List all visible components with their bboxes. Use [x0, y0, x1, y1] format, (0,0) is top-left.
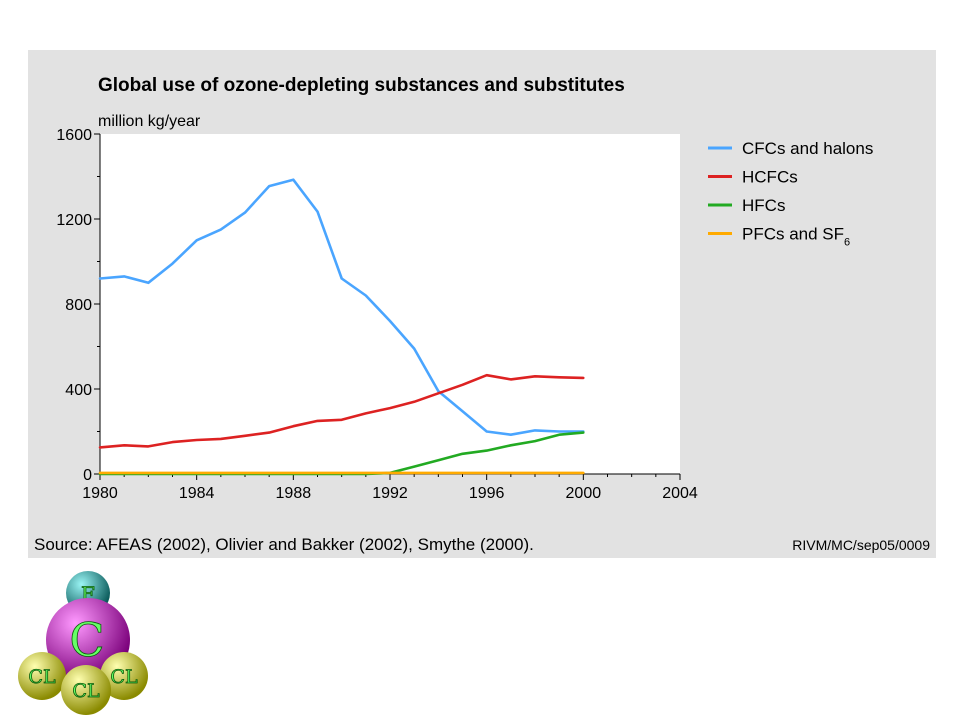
y-tick-label: 800	[65, 297, 92, 314]
chlorine-symbol-front: CL	[72, 680, 100, 702]
chart-panel: Global use of ozone-depleting substances…	[28, 50, 936, 558]
x-tick-label: 1996	[469, 485, 505, 502]
series-lines	[98, 178, 585, 476]
chlorine-atom-front	[61, 665, 111, 715]
chlorine-symbol-right: CL	[110, 666, 138, 688]
legend: CFCs and halons HCFCs HFCs PFCs and SF6	[708, 139, 873, 249]
x-tick-label: 1992	[372, 485, 408, 502]
y-tick-label: 1200	[56, 212, 92, 229]
series-line-1	[98, 373, 585, 449]
chart-title: Global use of ozone-depleting substances…	[98, 75, 625, 96]
series-line-0	[98, 178, 585, 437]
y-axis-label: million kg/year	[98, 113, 201, 130]
x-tick-label: 2000	[566, 485, 602, 502]
credit-note: RIVM/MC/sep05/0009	[792, 537, 930, 553]
chlorine-atom-left	[18, 652, 66, 700]
x-tick-label: 2004	[662, 485, 698, 502]
x-tick-label: 1980	[82, 485, 118, 502]
line-chart: Global use of ozone-depleting substances…	[34, 75, 930, 554]
source-note: Source: AFEAS (2002), Olivier and Bakker…	[34, 535, 534, 554]
x-tick-label: 1988	[276, 485, 312, 502]
plot-area	[100, 134, 680, 474]
axes: 0 400 800 1200 1600 1980 1984 1988 1992 1996 2000 2…	[56, 127, 697, 502]
legend-entry: HFCs	[742, 196, 785, 215]
legend-entry: CFCs and halons	[742, 139, 873, 158]
y-tick-label: 0	[83, 467, 92, 484]
y-tick-label: 1600	[56, 127, 92, 144]
y-tick-label: 400	[65, 382, 92, 399]
legend-entry: HCFCs	[742, 168, 798, 187]
carbon-symbol: C	[69, 613, 104, 667]
legend-entry: PFCs and SF6	[742, 225, 850, 249]
chlorine-atom-right	[100, 652, 148, 700]
x-tick-label: 1984	[179, 485, 215, 502]
chlorine-symbol-left: CL	[28, 666, 56, 688]
cfc-molecule-icon: F C CL CL CL	[18, 571, 148, 715]
